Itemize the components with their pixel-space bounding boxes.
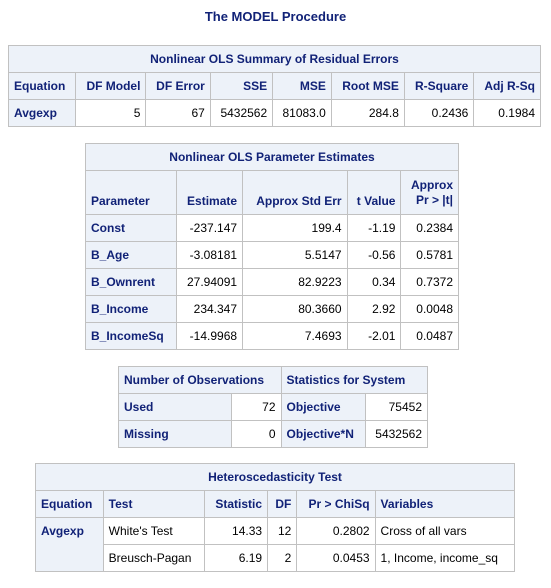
estimates-header-row: Parameter Estimate Approx Std Err t Valu… [85,170,459,215]
param-estimate: 27.94091 [175,268,244,296]
param-std-err: 82.9223 [242,268,348,296]
col-adj-r-sq: Adj R-Sq [473,72,541,100]
param-name: B_Income [85,295,177,323]
table-row: Breusch-Pagan 6.19 2 0.0453 1, Income, i… [36,544,516,572]
objective-n-label: Objective*N [280,420,366,448]
col-equation: Equation [7,72,77,100]
col-approx-label: Approx [411,178,453,192]
cell-r-square: 0.2436 [403,99,475,127]
summary-caption: Nonlinear OLS Summary of Residual Errors [8,45,541,73]
col-df-error: DF Error [145,72,211,100]
hetero-variables: 1, Income, income_sq [374,544,516,572]
table-row: Missing 0 Objective*N 5432562 [117,420,429,448]
hetero-variables: Cross of all vars [374,517,516,545]
hetero-header-row: Equation Test Statistic DF Pr > ChiSq Va… [35,490,516,518]
cell-adj-r-sq: 0.1984 [473,99,541,127]
table-row: Avgexp White's Test 14.33 12 0.2802 Cros… [35,517,516,572]
col-r-square: R-Square [403,72,475,100]
col-statistic: Statistic [204,490,269,518]
col-root-mse: Root MSE [330,72,405,100]
param-std-err: 5.5147 [242,241,348,269]
hetero-pr-chisq: 0.2802 [296,517,376,545]
param-name: B_IncomeSq [85,322,177,350]
col-df: DF [267,490,298,518]
param-std-err: 80.3660 [242,295,348,323]
hetero-pr-chisq: 0.0453 [296,544,376,572]
param-estimate: -3.08181 [175,241,244,269]
hetero-statistic: 14.33 [204,517,269,545]
param-t-value: -0.56 [346,241,402,269]
col-approx-std-err: Approx Std Err [242,170,348,215]
param-std-err: 7.4693 [242,322,348,350]
parameter-estimates-table: Nonlinear OLS Parameter Estimates Parame… [85,143,459,350]
param-t-value: -2.01 [346,322,402,350]
hetero-equation-name: Avgexp [35,517,104,572]
col-pr-chisq: Pr > ChiSq [296,490,376,518]
param-estimate: 234.347 [175,295,244,323]
param-estimate: -14.9968 [175,322,244,350]
param-pr: 0.0487 [400,322,459,350]
table-row: B_Ownrent 27.94091 82.9223 0.34 0.7372 [85,268,459,296]
param-name: B_Age [85,241,177,269]
param-t-value: 0.34 [346,268,402,296]
cell-sse: 5432562 [209,99,274,127]
observations-statistics-table: Number of Observations Statistics for Sy… [117,366,429,448]
table-row: B_Income 234.347 80.3660 2.92 0.0048 [85,295,459,323]
obs-missing-label: Missing [117,420,233,448]
hetero-test-name: Breusch-Pagan [102,544,206,572]
cell-root-mse: 284.8 [330,99,405,127]
param-name: Const [85,214,177,242]
hetero-statistic: 6.19 [204,544,269,572]
table-row: B_IncomeSq -14.9968 7.4693 -2.01 0.0487 [85,322,459,350]
col-parameter: Parameter [85,170,177,215]
col-df-model: DF Model [75,72,147,100]
col-equation: Equation [35,490,104,518]
estimates-caption: Nonlinear OLS Parameter Estimates [85,143,459,171]
param-std-err: 199.4 [242,214,348,242]
objective-n-value: 5432562 [364,420,429,448]
statistics-for-system-header: Statistics for System [280,366,429,394]
table-row: Avgexp 5 67 5432562 81083.0 284.8 0.2436… [7,99,541,127]
hetero-df: 2 [267,544,298,572]
procedure-title: The MODEL Procedure [204,9,347,24]
col-test: Test [102,490,206,518]
param-pr: 0.2384 [400,214,459,242]
table-row: B_Age -3.08181 5.5147 -0.56 0.5781 [85,241,459,269]
number-of-observations-header: Number of Observations [118,366,282,394]
summary-header-row: Equation DF Model DF Error SSE MSE Root … [7,72,541,100]
col-pr-t-label: Pr > |t| [415,193,453,207]
residual-errors-summary-table: Nonlinear OLS Summary of Residual Errors… [7,45,541,127]
objective-value: 75452 [364,393,429,421]
observations-header-row: Number of Observations Statistics for Sy… [118,366,429,394]
col-variables: Variables [374,490,516,518]
col-mse: MSE [272,72,332,100]
row-equation-name: Avgexp [7,99,77,127]
col-approx-pr: Approx Pr > |t| [400,170,459,215]
hetero-df: 12 [267,517,298,545]
cell-df-error: 67 [145,99,211,127]
table-row: Used 72 Objective 75452 [117,393,429,421]
hetero-caption: Heteroscedasticity Test [35,463,515,491]
obs-missing-value: 0 [231,420,282,448]
table-row: Const -237.147 199.4 -1.19 0.2384 [85,214,459,242]
param-pr: 0.0048 [400,295,459,323]
heteroscedasticity-test-table: Heteroscedasticity Test Equation Test St… [35,463,516,572]
col-t-value: t Value [346,170,402,215]
param-t-value: 2.92 [346,295,402,323]
param-pr: 0.5781 [400,241,459,269]
param-t-value: -1.19 [346,214,402,242]
obs-used-value: 72 [231,393,282,421]
obs-used-label: Used [117,393,233,421]
param-estimate: -237.147 [175,214,244,242]
hetero-test-name: White's Test [102,517,206,545]
col-estimate: Estimate [175,170,244,215]
param-name: B_Ownrent [85,268,177,296]
col-sse: SSE [209,72,274,100]
objective-label: Objective [280,393,366,421]
cell-df-model: 5 [75,99,147,127]
cell-mse: 81083.0 [272,99,332,127]
param-pr: 0.7372 [400,268,459,296]
